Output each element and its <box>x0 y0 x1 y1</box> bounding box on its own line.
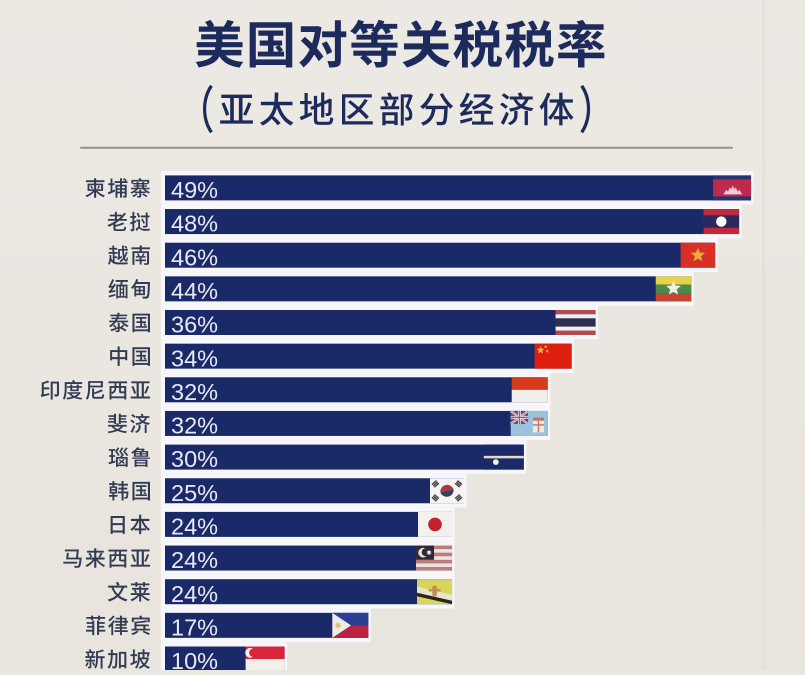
svg-text:46%: 46% <box>171 244 218 270</box>
svg-text:32%: 32% <box>171 413 218 439</box>
svg-text:25%: 25% <box>171 480 218 506</box>
svg-text:48%: 48% <box>171 211 218 237</box>
svg-text:24%: 24% <box>171 581 218 607</box>
svg-text:24%: 24% <box>171 547 218 573</box>
svg-text:34%: 34% <box>171 345 218 371</box>
svg-text:30%: 30% <box>171 446 218 472</box>
svg-text:17%: 17% <box>171 614 218 640</box>
svg-text:32%: 32% <box>171 379 218 405</box>
svg-text:24%: 24% <box>171 514 218 540</box>
svg-text:10%: 10% <box>171 648 218 670</box>
svg-text:49%: 49% <box>171 177 218 203</box>
svg-text:36%: 36% <box>171 312 218 338</box>
svg-text:44%: 44% <box>171 278 218 304</box>
